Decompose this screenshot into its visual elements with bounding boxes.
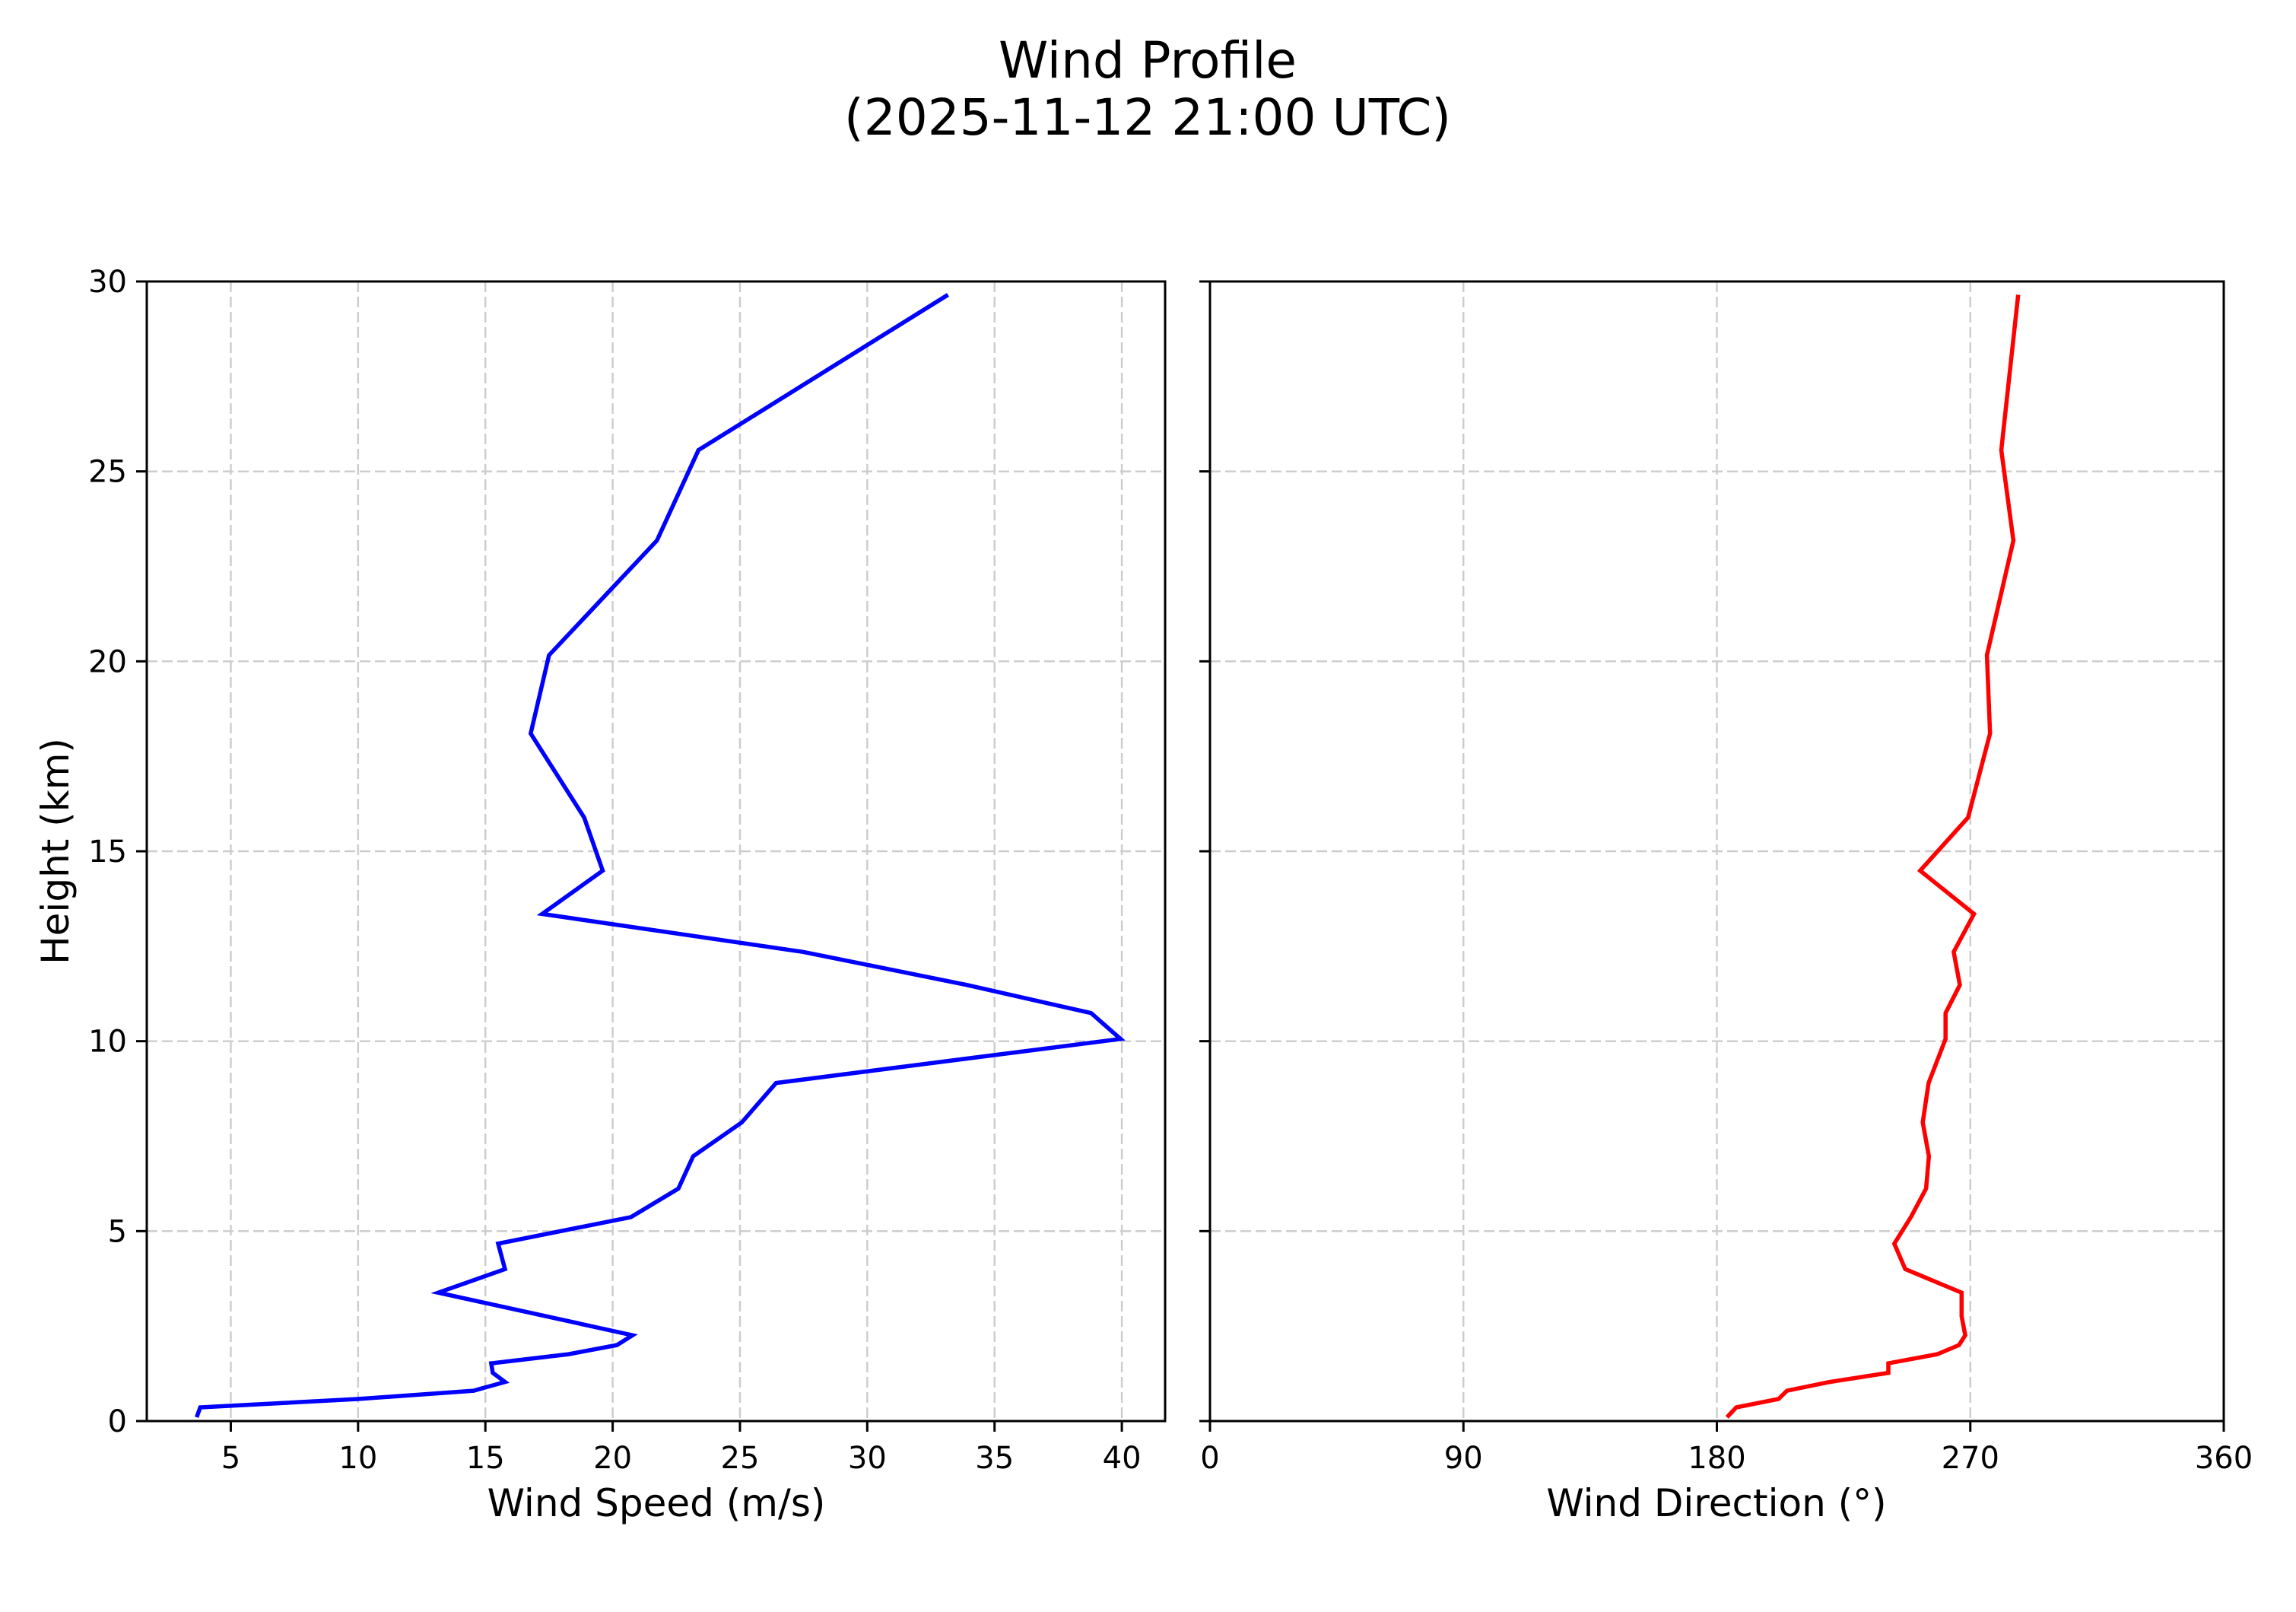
wind-speed-x-tick-label: 10 (338, 1441, 377, 1476)
wind-speed-x-tick-label: 35 (975, 1441, 1014, 1476)
wind-direction-x-tick-label: 0 (1200, 1441, 1219, 1476)
wind-speed-x-axis-label: Wind Speed (m/s) (487, 1481, 826, 1525)
wind-speed-x-tick-label: 15 (466, 1441, 505, 1476)
height-y-tick-label: 10 (88, 1025, 127, 1060)
wind-direction-x-ticks: 0 90 180 270 360 (1200, 1421, 2253, 1476)
height-y-tick-label: 25 (88, 455, 127, 490)
wind-direction-x-tick-label: 90 (1444, 1441, 1483, 1476)
wind-direction-x-tick-label: 360 (2195, 1441, 2253, 1476)
shared-height-y-ticks (1199, 280, 1210, 1423)
height-y-tick-label: 0 (108, 1404, 127, 1439)
figure-subtitle-timestamp: (2025-11-12 21:00 UTC) (844, 88, 1451, 147)
wind-speed-line (195, 293, 1126, 1418)
wind-direction-panel: 0 90 180 270 360 Wind Direction (°) (1199, 280, 2253, 1525)
wind-speed-x-tick-label: 25 (721, 1441, 760, 1476)
height-y-axis-label: Height (km) (33, 738, 78, 965)
wind-speed-x-tick-label: 20 (593, 1441, 632, 1476)
height-y-tick-label: 15 (88, 835, 127, 870)
wind-speed-x-tick-label: 5 (221, 1441, 240, 1476)
wind-speed-x-tick-label: 40 (1103, 1441, 1142, 1476)
height-y-tick-label: 30 (88, 265, 127, 300)
height-y-tick-label: 5 (108, 1214, 127, 1249)
height-y-tick-label: 20 (88, 644, 127, 679)
wind-direction-x-tick-label: 270 (1942, 1441, 1999, 1476)
wind-speed-x-tick-label: 30 (848, 1441, 887, 1476)
wind-direction-line (1725, 294, 2021, 1419)
wind-speed-x-ticks: 5 10 15 20 25 30 35 40 (221, 1421, 1142, 1476)
wind-direction-x-tick-label: 180 (1688, 1441, 1745, 1476)
height-y-ticks: 0 5 10 15 20 25 30 (88, 265, 147, 1439)
wind-speed-panel: 5 10 15 20 25 30 35 40 0 5 10 15 20 25 30 Wind Speed … (33, 265, 1167, 1525)
figure-title: Wind Profile (999, 31, 1297, 90)
wind-direction-x-axis-label: Wind Direction (°) (1546, 1481, 1886, 1525)
